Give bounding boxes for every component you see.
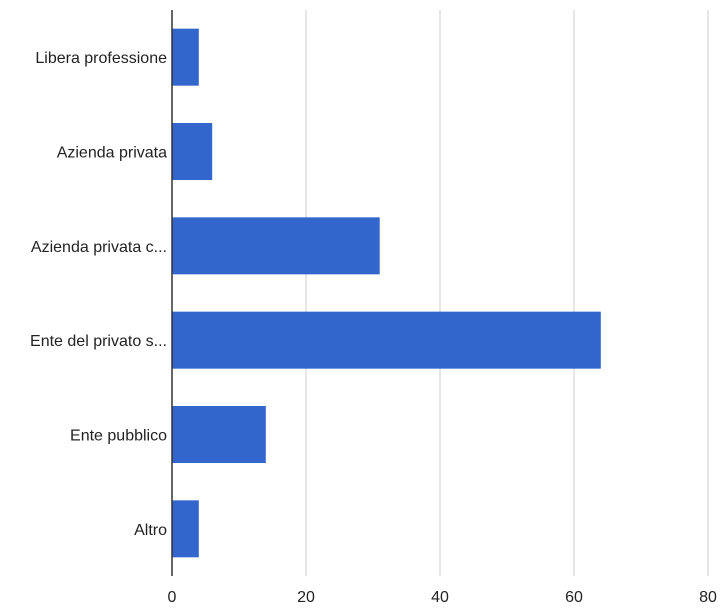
bar[interactable] xyxy=(172,123,213,180)
category-label: Ente del privato s... xyxy=(30,333,167,350)
x-tick-labels: 0 20 40 60 80 xyxy=(168,589,717,606)
category-labels: Libera professione Azienda privata Azienda… xyxy=(30,50,167,539)
category-label: Ente pubblico xyxy=(70,428,167,445)
x-tick-label: 80 xyxy=(699,589,717,606)
bars xyxy=(172,28,601,558)
gridlines xyxy=(305,10,709,576)
bar[interactable] xyxy=(172,406,266,463)
category-label: Libera professione xyxy=(35,50,167,67)
x-tick-label: 0 xyxy=(168,589,177,606)
x-tick-label: 40 xyxy=(431,589,449,606)
x-tick-label: 20 xyxy=(297,589,315,606)
bar[interactable] xyxy=(172,500,199,558)
bar[interactable] xyxy=(172,28,199,86)
category-label: Azienda privata xyxy=(57,145,167,162)
bar[interactable] xyxy=(172,311,601,369)
x-tick-label: 60 xyxy=(565,589,583,606)
category-label: Altro xyxy=(134,522,167,539)
bar[interactable] xyxy=(172,217,380,275)
category-label: Azienda privata c... xyxy=(31,239,167,256)
